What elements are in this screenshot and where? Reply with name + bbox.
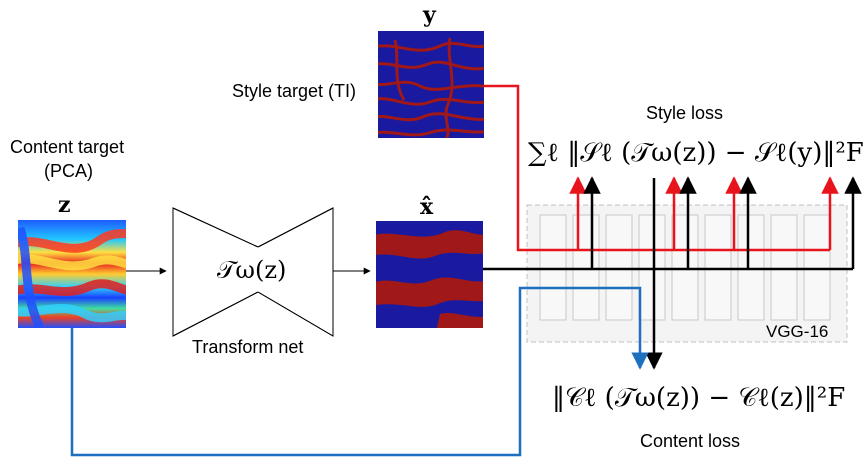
content-target-label-line2: (PCA) xyxy=(44,161,93,181)
vgg-layer-1 xyxy=(539,214,567,321)
z-symbol: z xyxy=(58,192,71,218)
transform-net-label: Transform net xyxy=(192,337,304,357)
content-loss-formula: ‖𝒞ℓ (𝒯ω(z)) − 𝒞ℓ(z)‖²F xyxy=(552,383,846,413)
main-path xyxy=(483,176,862,370)
x-hat-symbol: x̂ xyxy=(420,194,434,220)
vgg-layer-3 xyxy=(605,214,633,321)
style-path xyxy=(484,84,839,252)
vgg-layer-6 xyxy=(704,214,732,321)
vgg-label: VGG-16 xyxy=(766,322,829,341)
style-loss-formula: ∑ℓ ‖𝒮ℓ (𝒯ω(z)) − 𝒮ℓ(y)‖²F xyxy=(528,138,864,168)
transform-symbol: 𝒯ω(z) xyxy=(217,256,287,284)
content-loss-label: Content loss xyxy=(640,431,741,451)
transform-net-shape xyxy=(172,207,334,337)
style-target-label: Style target (TI) xyxy=(232,81,357,101)
content-path xyxy=(70,286,649,457)
style-target-image xyxy=(378,31,484,138)
vgg-layer-4 xyxy=(638,214,666,321)
vgg-layers xyxy=(539,214,831,321)
style-loss-label: Style loss xyxy=(646,103,724,123)
content-target-image xyxy=(18,220,126,328)
content-target-label-line1: Content target xyxy=(10,137,125,157)
vgg-layer-8 xyxy=(770,214,798,321)
vgg-layer-9 xyxy=(803,214,831,321)
vgg-layer-5 xyxy=(671,214,699,321)
vgg-layer-7 xyxy=(737,214,765,321)
y-symbol: y xyxy=(423,2,436,28)
output-image xyxy=(376,221,483,328)
